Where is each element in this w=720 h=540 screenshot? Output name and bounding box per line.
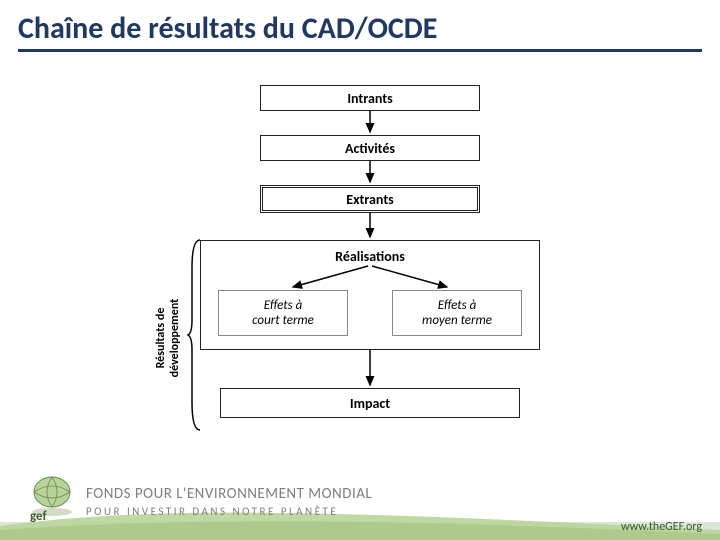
label-realisations: Réalisations — [335, 248, 405, 265]
label-intrants: Intrants — [347, 90, 392, 107]
box-effets-court: Effets à court terme — [218, 290, 348, 336]
side-label-text: Résultats de développement — [154, 299, 182, 378]
box-effets-moyen: Effets à moyen terme — [392, 290, 522, 336]
gef-logo: gef — [24, 472, 76, 524]
label-effets-moyen: Effets à moyen terme — [422, 298, 492, 328]
box-intrants: Intrants — [260, 85, 480, 111]
page-title: Chaîne de résultats du CAD/OCDE — [18, 10, 702, 47]
label-impact: Impact — [350, 395, 390, 412]
brace-icon — [186, 238, 204, 432]
box-activites: Activités — [260, 135, 480, 161]
org-tagline: POUR INVESTIR DANS NOTRE PLANÈTE — [86, 505, 372, 518]
box-extrants: Extrants — [260, 185, 480, 213]
footer-url: www.theGEF.org — [621, 520, 702, 534]
side-label-resultats: Résultats de développement — [154, 268, 182, 408]
footer: gef FONDS POUR L'ENVIRONNEMENT MONDIAL P… — [0, 468, 720, 540]
box-impact: Impact — [220, 388, 520, 418]
logo-text: gef — [30, 509, 47, 524]
label-extrants: Extrants — [346, 191, 394, 208]
results-chain-diagram: Intrants Activités Extrants Réalisations… — [140, 80, 600, 450]
label-effets-court: Effets à court terme — [252, 298, 314, 328]
title-bar: Chaîne de résultats du CAD/OCDE — [0, 0, 720, 56]
org-name: FONDS POUR L'ENVIRONNEMENT MONDIAL — [86, 485, 372, 503]
label-activites: Activités — [345, 140, 395, 157]
title-underline — [18, 49, 702, 52]
globe-icon: gef — [24, 472, 76, 524]
org-block: FONDS POUR L'ENVIRONNEMENT MONDIAL POUR … — [86, 485, 372, 518]
